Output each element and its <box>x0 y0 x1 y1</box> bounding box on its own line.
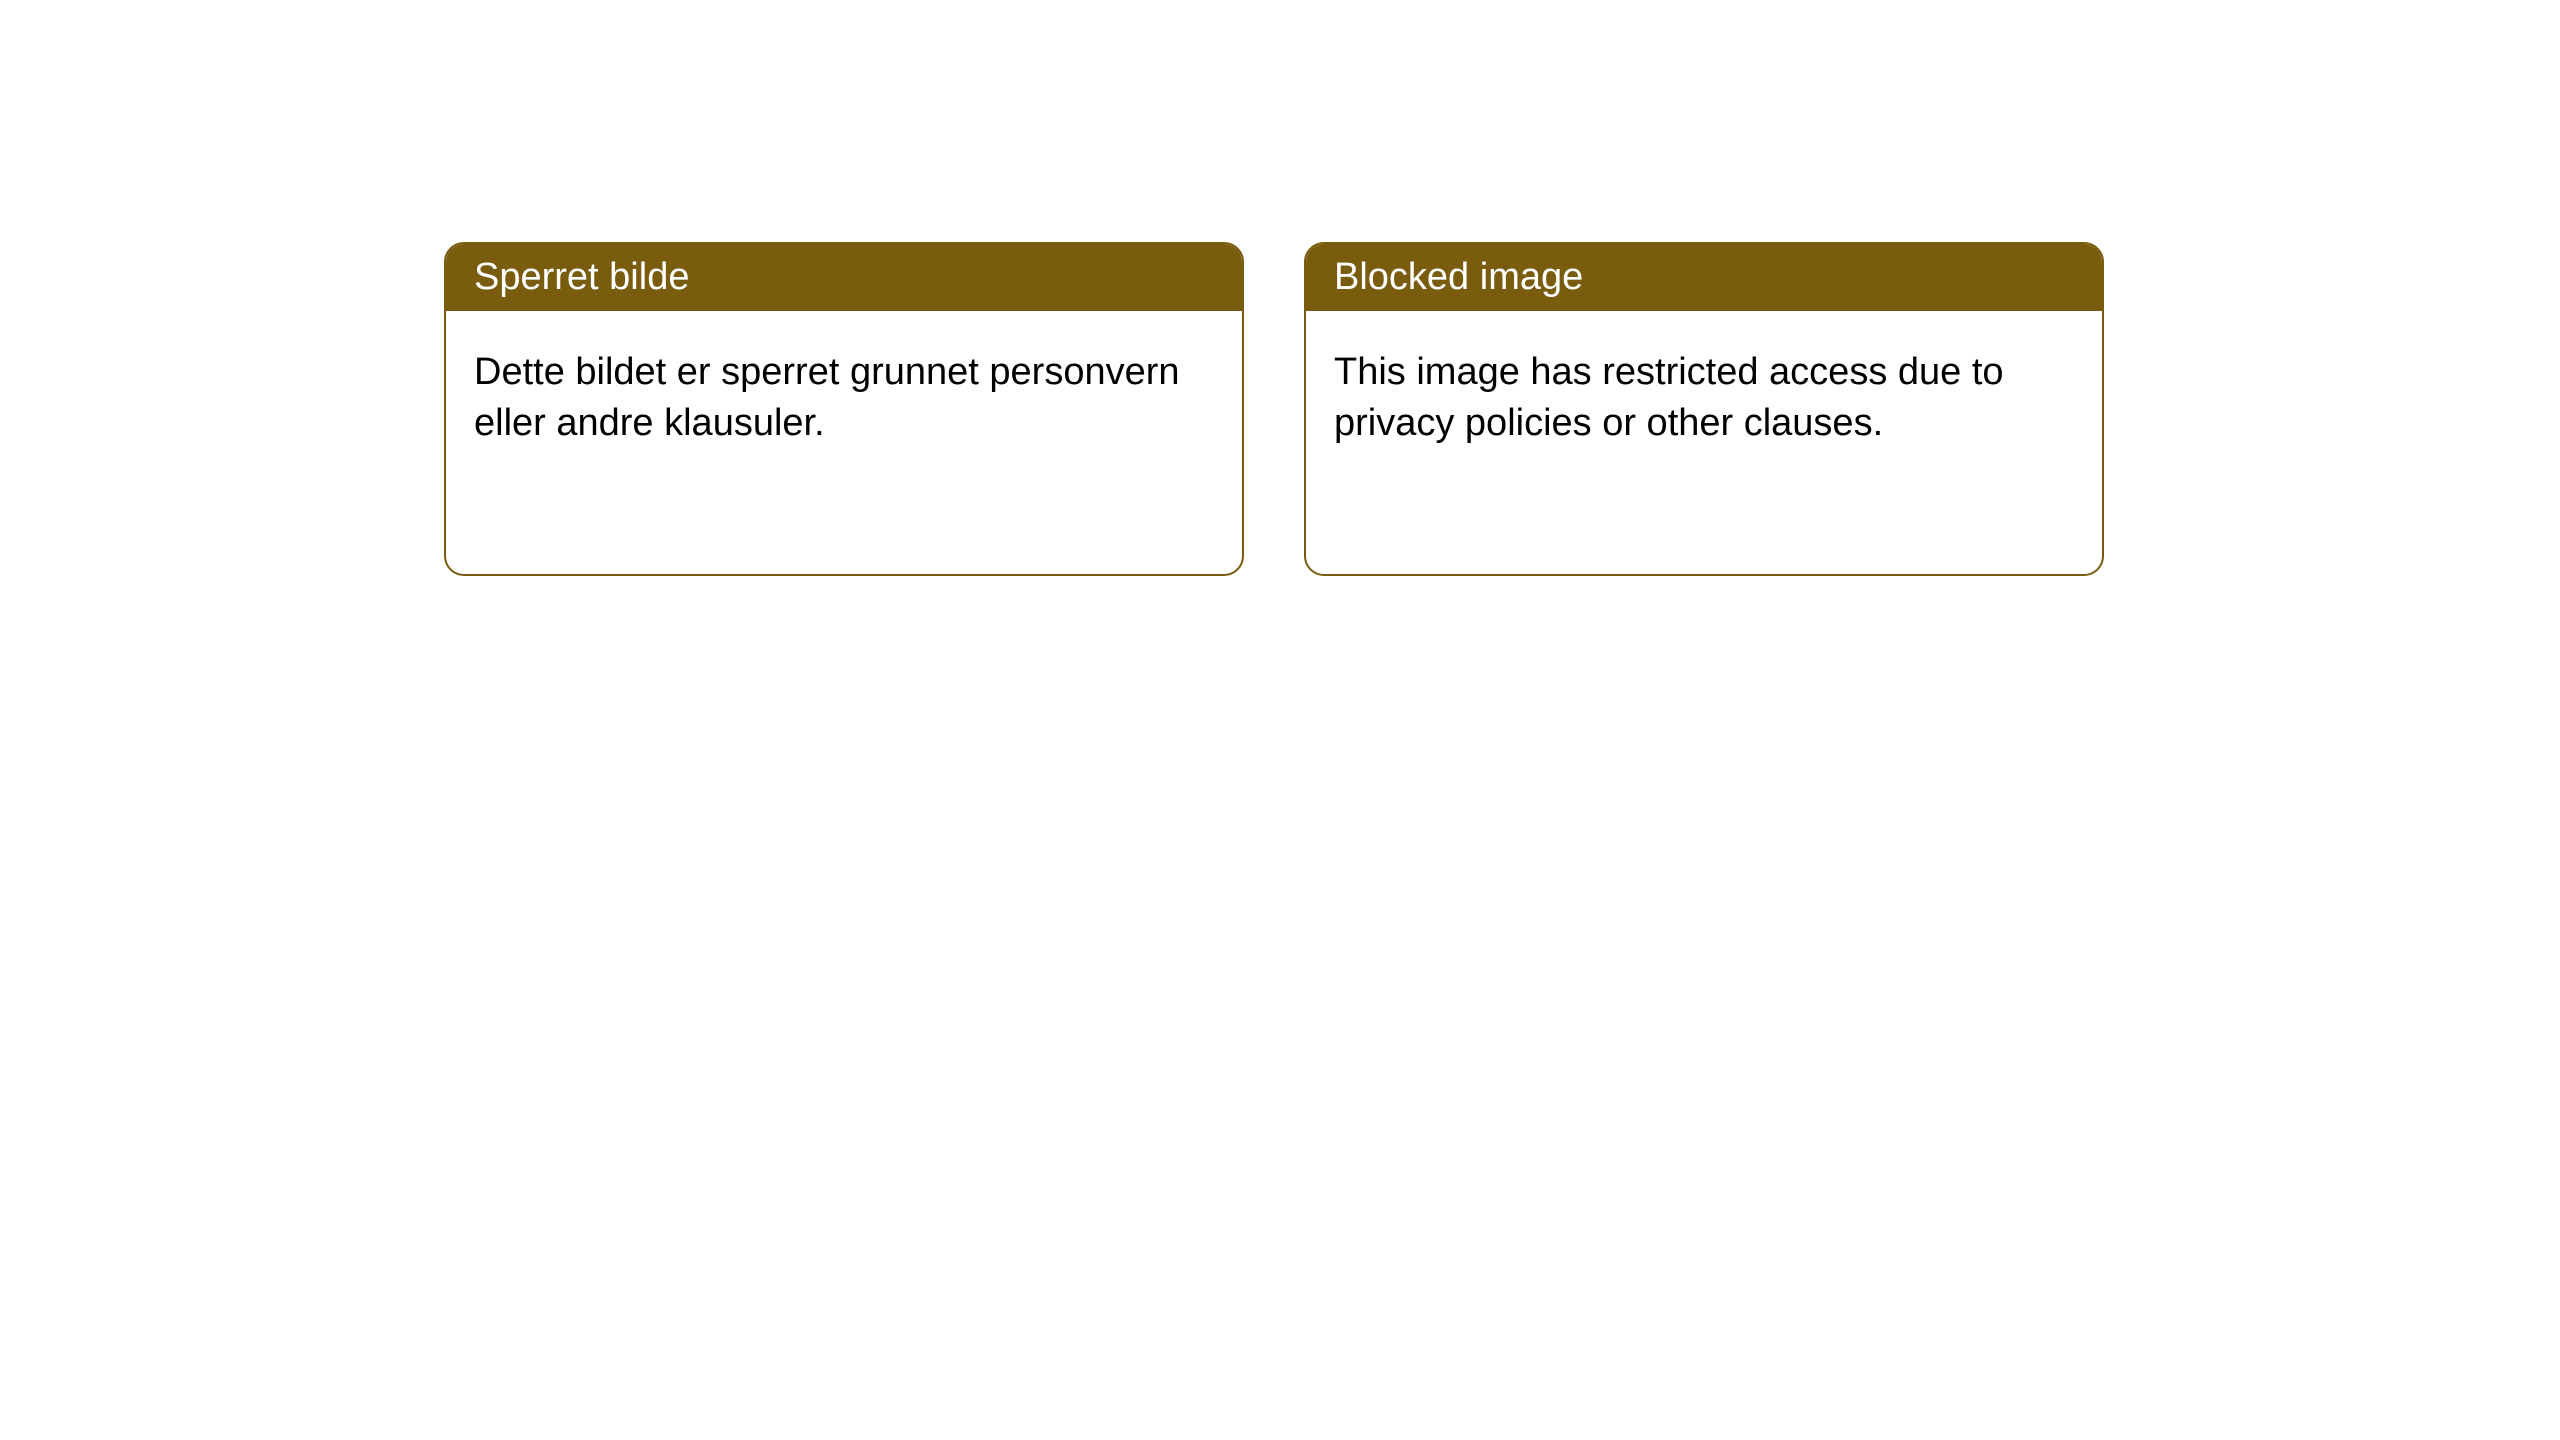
notice-title: Blocked image <box>1334 256 1583 298</box>
notice-card-english: Blocked image This image has restricted … <box>1304 242 2104 576</box>
notice-container: Sperret bilde Dette bildet er sperret gr… <box>444 242 2104 576</box>
notice-body: This image has restricted access due to … <box>1306 311 2102 486</box>
notice-message: This image has restricted access due to … <box>1334 351 2004 444</box>
notice-title: Sperret bilde <box>474 256 689 298</box>
notice-header: Blocked image <box>1306 244 2102 311</box>
notice-body: Dette bildet er sperret grunnet personve… <box>446 311 1242 486</box>
notice-message: Dette bildet er sperret grunnet personve… <box>474 351 1180 444</box>
notice-card-norwegian: Sperret bilde Dette bildet er sperret gr… <box>444 242 1244 576</box>
notice-header: Sperret bilde <box>446 244 1242 311</box>
